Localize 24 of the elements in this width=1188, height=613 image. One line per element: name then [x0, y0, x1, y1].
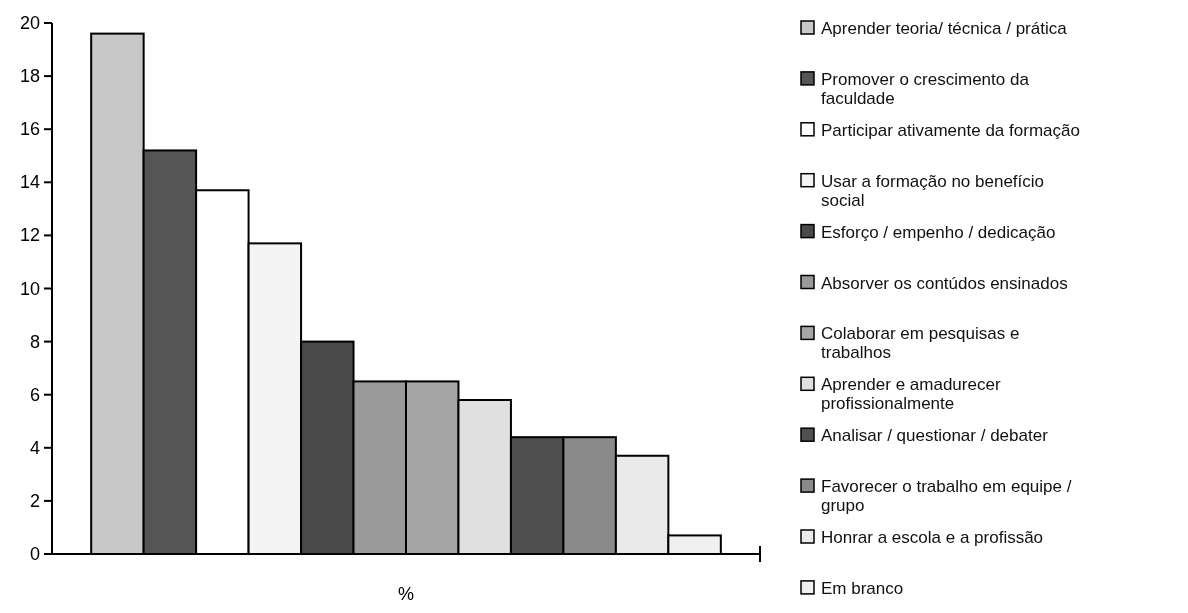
y-tick-label: 14: [19, 172, 40, 193]
y-tick-label: 8: [29, 331, 40, 352]
y-tick-label: 4: [29, 437, 40, 458]
legend-label: Usar a formação no benefício social: [821, 171, 1045, 210]
x-axis-title: %: [397, 584, 415, 604]
y-tick-label: 6: [29, 384, 40, 405]
legend-label: Analisar / questionar / debater: [821, 426, 1049, 446]
legend-label: Aprender e amadurecer profissionalmente: [821, 375, 1001, 414]
y-tick-label: 10: [19, 278, 40, 299]
legend-label: Colaborar em pesquisas e trabalhos: [821, 324, 1020, 363]
legend-label: Honrar a escola e a profissão: [821, 528, 1044, 547]
legend-label: Favorecer o trabalho em equipe / grupo: [821, 477, 1072, 516]
y-tick-label: 12: [19, 225, 40, 246]
y-tick-label: 2: [29, 490, 40, 511]
legend-label: Participar ativamente da formação: [821, 120, 1080, 140]
y-tick-label: 0: [29, 544, 40, 564]
y-tick-label: 18: [19, 66, 40, 87]
y-tick-label: 16: [19, 119, 40, 140]
legend-label: Promover o crescimento da faculdade: [821, 69, 1030, 108]
legend-label: Absorver os contúdos ensinados: [821, 273, 1068, 293]
legend-label: Esforço / empenho / dedicação: [821, 222, 1056, 242]
y-tick-label: 20: [19, 13, 40, 33]
legend-label: Em branco: [821, 578, 904, 598]
legend-label: Aprender teoria/ técnica / prática: [821, 19, 1068, 38]
